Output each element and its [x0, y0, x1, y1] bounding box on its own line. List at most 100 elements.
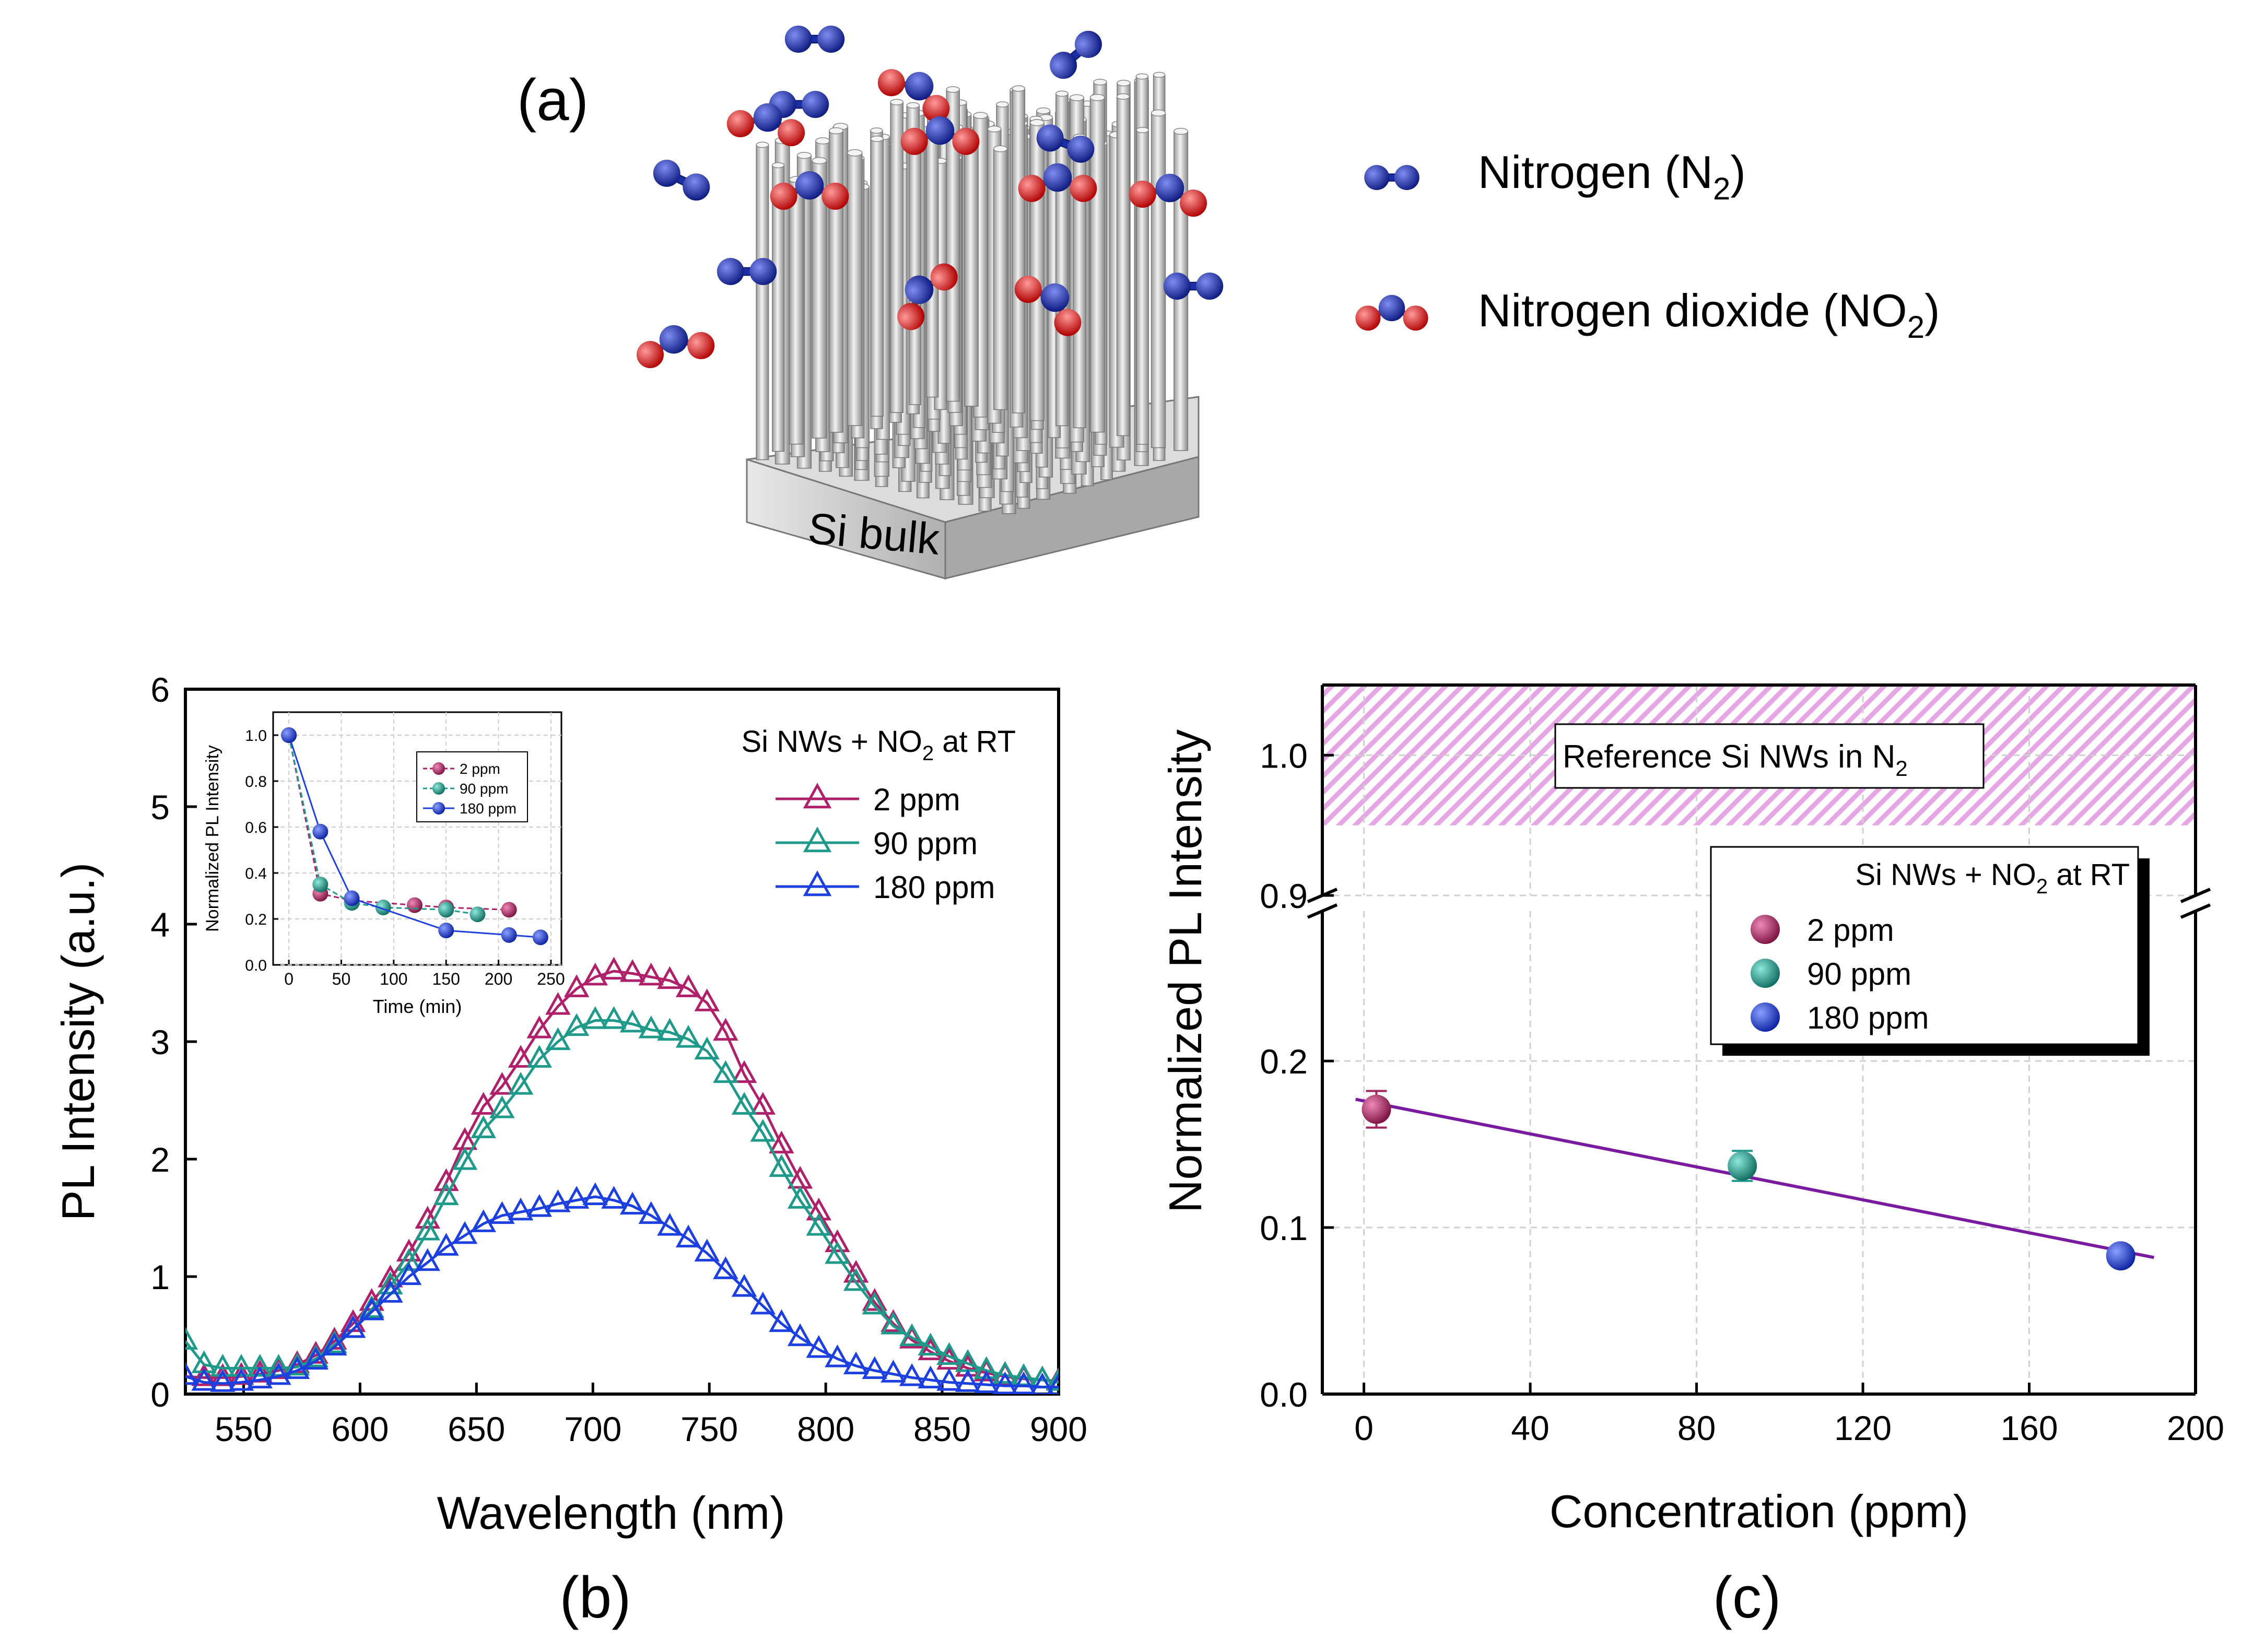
data-point-90-ppm — [825, 1241, 850, 1264]
data-point-180-ppm — [452, 1221, 478, 1244]
inset-legend-label: 180 ppm — [460, 800, 517, 817]
oxygen-atom — [1180, 190, 1207, 217]
n2-atom — [817, 26, 845, 53]
no2-molecule — [726, 103, 805, 147]
nanowire-top — [847, 149, 863, 157]
chart-c-x-tick-label: 160 — [2000, 1409, 2058, 1447]
nanowire-top — [946, 86, 960, 93]
inset-y-axis-label: Normalized PL Intensity — [203, 745, 222, 932]
chart-b-y-tick-label: 4 — [150, 905, 170, 944]
data-point-90-ppm — [284, 1352, 310, 1376]
data-point-180-ppm — [806, 1335, 832, 1358]
inset-legend-marker — [432, 762, 445, 775]
chart-c-y-tick-label: 0.1 — [1260, 1209, 1308, 1247]
inset-legend-label: 2 ppm — [460, 761, 500, 777]
nanowire-top — [870, 135, 884, 142]
data-point-180-ppm — [843, 1351, 869, 1375]
data-point-90-ppm — [489, 1095, 515, 1118]
nanowire-top — [1135, 73, 1149, 80]
chart-c-fit-line — [1355, 1098, 2154, 1259]
legend-marker-90-ppm — [803, 827, 832, 853]
chart-c-x-tick-label: 80 — [1677, 1409, 1716, 1447]
inset-x-tick-label: 200 — [485, 970, 512, 988]
nanowire-top — [1173, 127, 1189, 135]
oxygen-atom — [1403, 305, 1428, 331]
nanowire-top — [1036, 107, 1051, 114]
data-point-2-ppm — [1362, 1094, 1391, 1124]
nanowire-top — [1093, 78, 1107, 86]
nanowire-top — [1136, 127, 1149, 133]
data-point-90-ppm — [675, 1025, 701, 1048]
chart-c-axes: 0 40 80 120 160 200 0.0 0.1 0.2 0.9 1.0 — [1260, 736, 2224, 1447]
inset-frame — [272, 711, 562, 966]
data-point-90-ppm — [806, 1213, 832, 1236]
nanowire-top — [906, 102, 920, 109]
inset-x-tick-label: 0 — [284, 970, 294, 988]
nanowire — [829, 130, 843, 433]
data-point-180-ppm — [378, 1280, 403, 1303]
oxygen-atom — [1018, 174, 1046, 202]
nanowire — [870, 138, 884, 417]
n2-molecule — [717, 258, 777, 285]
data-point-180-ppm — [713, 1256, 738, 1279]
inset-data-point-180-ppm — [344, 890, 360, 906]
legend-nitrogen-label: Nitrogen (N2) — [1478, 146, 1746, 206]
data-point-90-ppm — [992, 1361, 1018, 1384]
nanowire-top — [796, 151, 812, 159]
data-point-90-ppm — [918, 1332, 944, 1356]
legend-marker-2-ppm — [1751, 915, 1780, 944]
data-point-2-ppm — [508, 1045, 534, 1068]
data-point-2-ppm — [806, 1197, 832, 1221]
data-point-180-ppm — [322, 1332, 347, 1356]
data-point-90-ppm — [396, 1248, 422, 1271]
inset-data-point-180-ppm — [281, 727, 297, 743]
chart-c-y-tick-label: 1.0 — [1260, 736, 1308, 775]
inset-y-tick-label: 0.6 — [245, 819, 267, 836]
no2-molecule — [900, 116, 980, 155]
series-line-2-ppm — [185, 970, 1059, 1383]
data-point-180-ppm — [359, 1297, 384, 1320]
oxygen-atom — [1054, 309, 1082, 336]
chart-b-x-tick-label: 700 — [564, 1410, 621, 1448]
chart-b-series — [185, 957, 1059, 1394]
data-point-2-ppm — [415, 1206, 440, 1229]
data-point-90-ppm — [769, 1154, 794, 1177]
legend-marker-180-ppm — [1751, 1002, 1780, 1032]
data-point-90-ppm — [843, 1268, 869, 1291]
chart-c-legend-title: Si NWs + NO2 at RT — [1855, 858, 2130, 898]
chart-c-y-tick-label: 0.2 — [1260, 1042, 1308, 1081]
data-point-180-ppm — [396, 1262, 422, 1285]
n2-atom — [1050, 52, 1077, 79]
data-point-2-ppm — [582, 962, 608, 986]
inset-x-tick-label: 150 — [432, 970, 460, 988]
data-point-180-ppm — [1047, 1373, 1059, 1394]
data-point-180-ppm — [433, 1233, 459, 1256]
nanowire — [812, 160, 827, 439]
data-point-2-ppm — [619, 959, 646, 982]
data-point-180-ppm — [694, 1238, 720, 1262]
chart-b-legend-title: Si NWs + NO2 at RT — [741, 725, 1016, 765]
nitrogen-atom — [925, 116, 955, 145]
oxygen-atom — [1355, 305, 1381, 331]
chart-b-y-tick-label: 5 — [150, 788, 170, 827]
data-point-90-ppm — [787, 1186, 813, 1209]
nanowire-top — [870, 127, 883, 134]
molecules — [636, 26, 1224, 369]
nanowire — [925, 131, 939, 398]
data-point-90-ppm — [881, 1312, 906, 1335]
n2-molecule — [1050, 30, 1102, 79]
data-point-180-ppm — [284, 1356, 310, 1379]
inset-series — [281, 727, 548, 946]
chart-c-x-tick-label: 40 — [1511, 1409, 1549, 1447]
chart-b-axes: 550 600 650 700 750 800 850 900 0 1 2 3 4 5 6 — [150, 670, 1087, 1448]
panel-c-concentration-chart: 0 40 80 120 160 200 0.0 0.1 0.2 0.9 1.0 Reference … — [1159, 683, 2224, 1630]
data-point-2-ppm — [750, 1092, 776, 1115]
data-point-90-ppm — [247, 1354, 273, 1377]
n2-atom — [749, 258, 777, 285]
nanowire-top — [1029, 119, 1045, 126]
inset-data-point-2-ppm — [501, 902, 517, 918]
data-point-180-ppm — [675, 1224, 701, 1248]
data-point-2-ppm — [471, 1092, 496, 1115]
n2-atom — [1196, 273, 1224, 300]
chart-c-x-tick-label: 120 — [1834, 1409, 1892, 1447]
